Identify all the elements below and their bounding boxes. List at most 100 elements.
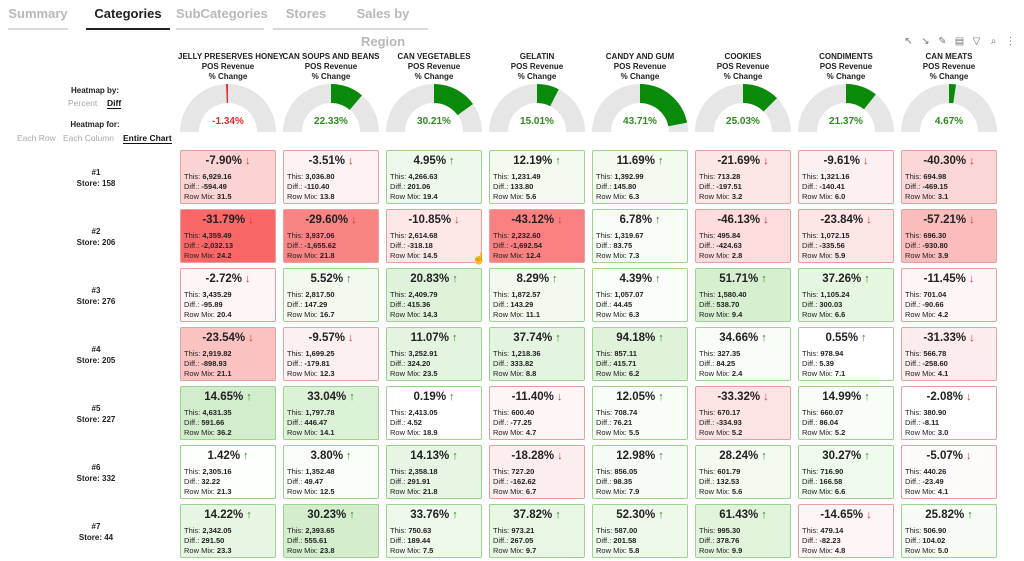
heatmap-cell[interactable]: 3.80% ↑ This: 1,352.48 Diff.: 49.47 Row Mix:…	[283, 445, 379, 499]
cell-percent-value: 28.24%	[719, 450, 759, 462]
heatmap-for-entire-chart[interactable]: Entire Chart	[123, 133, 172, 144]
heatmap-cell[interactable]: 33.76% ↑ This: 750.63 Diff.: 189.44 Row Mix:…	[386, 504, 482, 558]
tab-categories[interactable]: Categories	[86, 0, 170, 30]
heatmap-cell[interactable]: -31.33% ↓ This: 566.78 Diff.: -258.60 Row Mi…	[901, 327, 997, 381]
arrow-up-icon: ↑	[555, 509, 561, 521]
arrow-down-icon: ↓	[763, 391, 769, 403]
search-icon[interactable]: ⌕	[990, 35, 997, 47]
arrow-up-icon: ↑	[243, 450, 249, 462]
heatmap-cell[interactable]: -33.32% ↓ This: 670.17 Diff.: -334.93 Row Mi…	[695, 386, 791, 440]
heatmap-cell[interactable]: -29.60% ↓ This: 3,937.06 Diff.: -1,655.62 Ro…	[283, 209, 379, 263]
collapse-icon[interactable]: ↘	[921, 35, 930, 47]
heatmap-cell[interactable]: -46.13% ↓ This: 495.84 Diff.: -424.63 Row Mi…	[695, 209, 791, 263]
pencil-icon[interactable]: ✎	[938, 35, 947, 47]
heatmap-cell[interactable]: 14.65% ↑ This: 4,631.35 Diff.: 591.66 Row Mi…	[180, 386, 276, 440]
heatmap-cell[interactable]: 61.43% ↑ This: 995.30 Diff.: 378.76 Row Mix:…	[695, 504, 791, 558]
heatmap-cell[interactable]: -2.08% ↓ This: 380.90 Diff.: -8.11 Row Mix: …	[901, 386, 997, 440]
heatmap-by-percent[interactable]: Percent	[68, 98, 98, 108]
cell-diff: Diff.: -8.11	[905, 418, 940, 427]
heatmap-cell[interactable]: -18.28% ↓ This: 727.20 Diff.: -162.62 Row Mi…	[489, 445, 585, 499]
tab-stores[interactable]: Stores	[273, 0, 339, 30]
cell-this: This: 856.05	[596, 467, 638, 476]
heatmap-cell[interactable]: 52.30% ↑ This: 587.00 Diff.: 201.58 Row Mix:…	[592, 504, 688, 558]
heatmap-cell[interactable]: -9.57% ↓ This: 1,699.25 Diff.: -179.81 Row M…	[283, 327, 379, 381]
heatmap-cell[interactable]: 0.55% ↑ This: 978.94 Diff.: 5.39 Row Mix: 7.…	[798, 327, 894, 381]
heatmap-cell[interactable]: 37.26% ↑ This: 1,105.24 Diff.: 300.03 Row Mi…	[798, 268, 894, 322]
heatmap-cell[interactable]: 25.82% ↑ This: 506.90 Diff.: 104.02 Row Mix:…	[901, 504, 997, 558]
cell-percent-value: -3.51%	[308, 155, 345, 167]
heatmap-cell[interactable]: -2.72% ↓ This: 3,435.29 Diff.: -95.89 Row Mi…	[180, 268, 276, 322]
heatmap-cell[interactable]: -23.84% ↓ This: 1,072.15 Diff.: -335.56 Row …	[798, 209, 894, 263]
cell-percent-value: 12.19%	[513, 155, 553, 167]
heatmap-cell[interactable]: 11.69% ↑ This: 1,392.99 Diff.: 145.80 Row Mi…	[592, 150, 688, 204]
heatmap-for-each-row[interactable]: Each Row	[17, 133, 56, 143]
heatmap-cell[interactable]: 6.78% ↑ This: 1,319.67 Diff.: 83.75 Row Mix:…	[592, 209, 688, 263]
heatmap-for-each-column[interactable]: Each Column	[63, 133, 115, 143]
heatmap-cell[interactable]: -9.61% ↓ This: 1,321.16 Diff.: -140.41 Row M…	[798, 150, 894, 204]
tab-summary[interactable]: Summary	[8, 0, 68, 30]
heatmap-cell[interactable]: -21.69% ↓ This: 713.28 Diff.: -197.51 Row Mi…	[695, 150, 791, 204]
row-label: #1 Store: 158	[56, 167, 136, 189]
heatmap-by-diff[interactable]: Diff	[107, 98, 122, 109]
filter-icon[interactable]: ▽	[972, 35, 981, 47]
cell-this: This: 1,321.16	[802, 172, 850, 181]
heatmap-cell[interactable]: 12.05% ↑ This: 708.74 Diff.: 76.21 Row Mix: …	[592, 386, 688, 440]
cell-row-mix: Row Mix: 7.9	[596, 487, 640, 496]
heatmap-cell[interactable]: 34.66% ↑ This: 327.35 Diff.: 84.25 Row Mix: …	[695, 327, 791, 381]
more-icon[interactable]: ⋮	[1005, 35, 1016, 47]
table-icon[interactable]: ▤	[954, 35, 965, 47]
heatmap-cell[interactable]: 51.71% ↑ This: 1,580.40 Diff.: 538.70 Row Mi…	[695, 268, 791, 322]
heatmap-cell[interactable]: -3.51% ↓ This: 3,036.80 Diff.: -110.40 Row M…	[283, 150, 379, 204]
heatmap-cell[interactable]: 30.23% ↑ This: 2,393.65 Diff.: 555.61 Row Mi…	[283, 504, 379, 558]
heatmap-cell[interactable]: 4.39% ↑ This: 1,057.07 Diff.: 44.45 Row Mix:…	[592, 268, 688, 322]
heatmap-cell[interactable]: 12.98% ↑ This: 856.05 Diff.: 98.35 Row Mix: …	[592, 445, 688, 499]
heatmap-cell[interactable]: 1.42% ↑ This: 2,305.16 Diff.: 32.22 Row Mix:…	[180, 445, 276, 499]
cell-percent: 12.19% ↑	[490, 155, 584, 167]
heatmap-cell[interactable]: 11.07% ↑ This: 3,252.91 Diff.: 324.20 Row Mi…	[386, 327, 482, 381]
cell-percent: -33.32% ↓	[696, 391, 790, 403]
cell-diff: Diff.: 201.58	[596, 536, 637, 545]
heatmap-cell[interactable]: 14.99% ↑ This: 660.07 Diff.: 86.04 Row Mix: …	[798, 386, 894, 440]
heatmap-cell[interactable]: -7.90% ↓ This: 6,929.16 Diff.: -594.49 Row M…	[180, 150, 276, 204]
heatmap-cell[interactable]: 37.82% ↑ This: 973.21 Diff.: 267.05 Row Mix:…	[489, 504, 585, 558]
heatmap-cell[interactable]: 20.83% ↑ This: 2,409.79 Diff.: 415.36 Row Mi…	[386, 268, 482, 322]
heatmap-cell[interactable]: 33.04% ↑ This: 1,797.78 Diff.: 446.47 Row Mi…	[283, 386, 379, 440]
tab-sales-by-region[interactable]: Sales by Region	[338, 0, 428, 49]
heatmap-cell[interactable]: 37.74% ↑ This: 1,218.36 Diff.: 333.82 Row Mi…	[489, 327, 585, 381]
heatmap-cell[interactable]: 28.24% ↑ This: 601.79 Diff.: 132.53 Row Mix:…	[695, 445, 791, 499]
heatmap-cell[interactable]: 12.19% ↑ This: 1,231.49 Diff.: 133.80 Row Mi…	[489, 150, 585, 204]
arrow-up-icon: ↑	[761, 450, 767, 462]
arrow-down-icon: ↓	[969, 155, 975, 167]
heatmap-cell[interactable]: 5.52% ↑ This: 2,817.50 Diff.: 147.29 Row Mix…	[283, 268, 379, 322]
heatmap-cell[interactable]: -14.65% ↓ This: 479.14 Diff.: -82.23 Row Mix…	[798, 504, 894, 558]
tab-subcategories[interactable]: SubCategories	[176, 0, 268, 30]
cell-this: This: 600.40	[493, 408, 535, 417]
heatmap-cell[interactable]: 8.29% ↑ This: 1,872.57 Diff.: 143.29 Row Mix…	[489, 268, 585, 322]
heatmap-cell[interactable]: -5.07% ↓ This: 440.26 Diff.: -23.49 Row Mix:…	[901, 445, 997, 499]
arrow-up-icon: ↑	[761, 332, 767, 344]
heatmap-cell[interactable]: -23.54% ↓ This: 2,919.82 Diff.: -898.93 Row …	[180, 327, 276, 381]
arrow-up-icon: ↑	[864, 391, 870, 403]
arrow-down-icon: ↓	[968, 273, 975, 285]
heatmap-cell[interactable]: 4.95% ↑ This: 4,266.63 Diff.: 201.06 Row Mix…	[386, 150, 482, 204]
heatmap-cell[interactable]: -10.85% ↓ This: 2,614.68 Diff.: -318.18 Row …	[386, 209, 482, 263]
heatmap-cell[interactable]: -40.30% ↓ This: 694.98 Diff.: -469.15 Row Mi…	[901, 150, 997, 204]
cell-percent-value: -23.54%	[202, 332, 246, 344]
heatmap-cell[interactable]: -57.21% ↓ This: 696.30 Diff.: -930.80 Row Mi…	[901, 209, 997, 263]
heatmap-for-label: Heatmap for:	[70, 120, 120, 129]
heatmap-cell[interactable]: 94.18% ↑ This: 857.11 Diff.: 415.71 Row Mix:…	[592, 327, 688, 381]
heatmap-cell[interactable]: -11.40% ↓ This: 600.40 Diff.: -77.25 Row Mix…	[489, 386, 585, 440]
expand-icon[interactable]: ↖	[904, 35, 913, 47]
heatmap-cell[interactable]: 0.19% ↑ This: 2,413.05 Diff.: 4.52 Row Mix: …	[386, 386, 482, 440]
cell-this: This: 1,057.07	[596, 290, 644, 299]
heatmap-cell[interactable]: 30.27% ↑ This: 716.90 Diff.: 166.58 Row Mix:…	[798, 445, 894, 499]
heatmap-cell[interactable]: -11.45% ↓ This: 701.04 Diff.: -90.66 Row Mix…	[901, 268, 997, 322]
cell-percent-value: 8.29%	[516, 273, 550, 285]
heatmap-cell[interactable]: -43.12% ↓ This: 2,232.60 Diff.: -1,692.54 Ro…	[489, 209, 585, 263]
gauge-percent: 15.01%	[520, 116, 554, 127]
heatmap-cell[interactable]: 14.22% ↑ This: 2,342.05 Diff.: 291.50 Row Mi…	[180, 504, 276, 558]
heatmap-cell[interactable]: 14.13% ↑ This: 2,358.18 Diff.: 291.91 Row Mi…	[386, 445, 482, 499]
cell-diff: Diff.: 166.58	[802, 477, 843, 486]
cell-diff: Diff.: -162.62	[493, 477, 536, 486]
heatmap-cell[interactable]: -31.79% ↓ This: 4,359.49 Diff.: -2,032.13 Ro…	[180, 209, 276, 263]
